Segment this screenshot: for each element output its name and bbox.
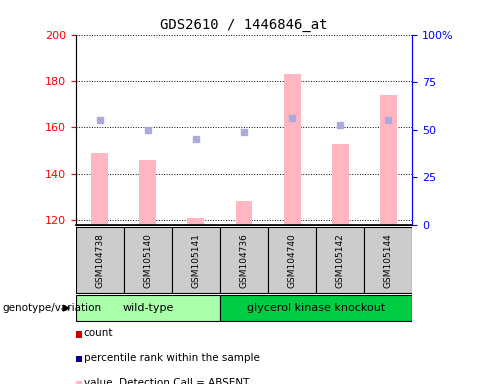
Text: GSM104738: GSM104738 [95, 233, 104, 288]
Title: GDS2610 / 1446846_at: GDS2610 / 1446846_at [160, 18, 328, 32]
Text: GSM104740: GSM104740 [287, 233, 297, 288]
Bar [365, 227, 412, 293]
Text: GSM105144: GSM105144 [384, 233, 393, 288]
Text: glycerol kinase knockout: glycerol kinase knockout [247, 303, 386, 313]
Bar [268, 227, 316, 293]
Bar [220, 295, 412, 321]
Text: count: count [83, 328, 113, 338]
Text: GSM105142: GSM105142 [336, 233, 345, 288]
Bar [316, 227, 364, 293]
Bar [124, 227, 172, 293]
Text: value, Detection Call = ABSENT: value, Detection Call = ABSENT [83, 378, 249, 384]
Bar [91, 153, 108, 225]
Bar [220, 227, 268, 293]
Bar [332, 144, 348, 225]
Text: percentile rank within the sample: percentile rank within the sample [83, 353, 260, 363]
Text: GSM105140: GSM105140 [143, 233, 152, 288]
Text: wild-type: wild-type [122, 303, 173, 313]
Text: GSM105141: GSM105141 [191, 233, 201, 288]
Bar [172, 227, 220, 293]
Text: genotype/variation: genotype/variation [2, 303, 102, 313]
Bar [284, 74, 301, 225]
Bar [76, 295, 220, 321]
Bar [140, 160, 156, 225]
Bar [380, 95, 397, 225]
Bar [76, 227, 123, 293]
Text: GSM104736: GSM104736 [240, 233, 248, 288]
Bar [187, 218, 204, 225]
Bar [236, 202, 252, 225]
